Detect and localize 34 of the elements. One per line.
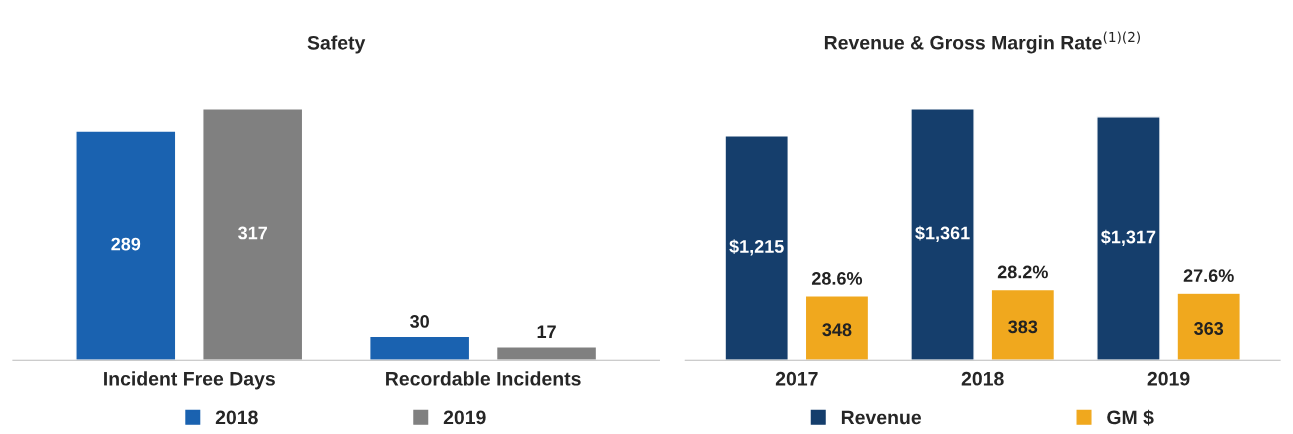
bar: [1096, 116, 1161, 361]
annotation: 28.2%: [997, 265, 1048, 279]
legend-label: 2018: [215, 410, 258, 425]
bar: [75, 130, 177, 361]
bar: [804, 295, 870, 361]
x-tick-label: 2017: [775, 371, 818, 386]
bar: [1176, 292, 1241, 361]
x-tick-label: 2019: [1147, 371, 1190, 386]
data-label: 30: [410, 315, 429, 328]
data-label: $1,361: [915, 225, 970, 242]
data-label: 383: [1008, 320, 1038, 334]
annotation: 27.6%: [1183, 269, 1234, 283]
x-tick-label: Recordable Incidents: [386, 371, 581, 386]
data-label: 17: [537, 325, 556, 338]
legend-label: Revenue: [841, 410, 921, 425]
bar: [910, 108, 975, 361]
bar: [724, 135, 789, 361]
chart-title: Safety: [307, 35, 366, 54]
bar: [495, 346, 598, 361]
data-label: 317: [238, 226, 267, 240]
legend-label: GM $: [1107, 409, 1154, 426]
data-label: 348: [822, 323, 852, 337]
chart-title: Revenue & Gross Margin Rate$^{(1)(2)}$: [824, 31, 1140, 54]
data-label: $1,317: [1101, 229, 1156, 247]
x-tick-label: Incident Free Days: [104, 371, 275, 390]
data-label: $1,215: [729, 239, 784, 256]
bar: [990, 288, 1056, 361]
annotation: 28.6%: [811, 272, 863, 285]
bar: [369, 335, 471, 361]
data-label: 363: [1194, 322, 1224, 335]
x-tick-label: 2018: [961, 371, 1004, 386]
data-label: 289: [111, 237, 141, 251]
legend-label: 2019: [443, 410, 486, 425]
bar: [202, 108, 304, 361]
